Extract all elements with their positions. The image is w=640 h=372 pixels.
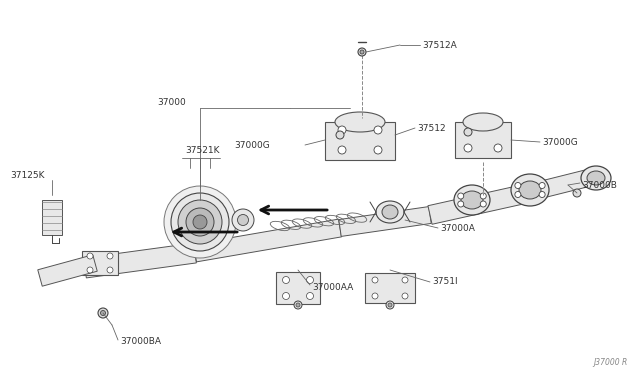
Text: 37000BA: 37000BA <box>120 337 161 346</box>
Text: 37125K: 37125K <box>10 170 45 180</box>
Circle shape <box>282 292 289 299</box>
Circle shape <box>402 277 408 283</box>
Ellipse shape <box>237 215 248 225</box>
Text: 37000: 37000 <box>157 97 186 106</box>
Bar <box>365 273 415 303</box>
Ellipse shape <box>178 200 222 244</box>
Circle shape <box>494 144 502 152</box>
Circle shape <box>464 144 472 152</box>
Ellipse shape <box>581 166 611 190</box>
Text: 37521K: 37521K <box>185 145 220 154</box>
Text: 37000AA: 37000AA <box>312 283 353 292</box>
Ellipse shape <box>186 208 214 236</box>
Circle shape <box>107 253 113 259</box>
Circle shape <box>515 183 521 189</box>
Circle shape <box>480 193 486 199</box>
Circle shape <box>515 192 521 198</box>
Circle shape <box>388 303 392 307</box>
Ellipse shape <box>454 185 490 215</box>
Polygon shape <box>38 255 97 286</box>
Circle shape <box>374 146 382 154</box>
Bar <box>276 272 320 304</box>
Text: 37000G: 37000G <box>542 138 578 147</box>
Circle shape <box>386 301 394 309</box>
Circle shape <box>338 126 346 134</box>
Circle shape <box>87 253 93 259</box>
Circle shape <box>573 189 581 197</box>
Text: 3751I: 3751I <box>432 278 458 286</box>
Circle shape <box>402 293 408 299</box>
Ellipse shape <box>461 191 483 209</box>
Circle shape <box>372 277 378 283</box>
Circle shape <box>458 201 464 207</box>
Circle shape <box>374 126 382 134</box>
Text: J37000 R: J37000 R <box>594 358 628 367</box>
Ellipse shape <box>164 186 236 258</box>
Circle shape <box>87 267 93 273</box>
Ellipse shape <box>511 174 549 206</box>
Polygon shape <box>84 243 196 278</box>
Ellipse shape <box>335 112 385 132</box>
Polygon shape <box>518 167 602 203</box>
Circle shape <box>360 50 364 54</box>
Ellipse shape <box>232 209 254 231</box>
Circle shape <box>539 183 545 189</box>
Text: 37512: 37512 <box>417 124 445 132</box>
Circle shape <box>296 303 300 307</box>
Circle shape <box>480 201 486 207</box>
Circle shape <box>98 308 108 318</box>
Ellipse shape <box>193 215 207 229</box>
Ellipse shape <box>463 113 503 131</box>
Ellipse shape <box>519 181 541 199</box>
Ellipse shape <box>171 193 229 251</box>
Bar <box>42 200 62 235</box>
Polygon shape <box>193 219 342 262</box>
Bar <box>455 122 511 158</box>
Bar <box>82 251 118 275</box>
Circle shape <box>358 48 366 56</box>
Circle shape <box>338 146 346 154</box>
Text: 37000B: 37000B <box>582 180 617 189</box>
Circle shape <box>107 267 113 273</box>
Ellipse shape <box>376 201 404 223</box>
Circle shape <box>100 311 106 315</box>
Circle shape <box>458 193 464 199</box>
Polygon shape <box>339 206 431 237</box>
Polygon shape <box>428 186 522 224</box>
Circle shape <box>372 293 378 299</box>
Circle shape <box>282 276 289 283</box>
Text: 37000A: 37000A <box>440 224 475 232</box>
Circle shape <box>307 276 314 283</box>
Text: 37512A: 37512A <box>422 41 457 49</box>
Text: 37000G: 37000G <box>234 141 270 150</box>
Ellipse shape <box>587 171 605 185</box>
Circle shape <box>539 192 545 198</box>
Circle shape <box>464 128 472 136</box>
Circle shape <box>336 131 344 139</box>
Circle shape <box>307 292 314 299</box>
Bar <box>325 122 395 160</box>
Circle shape <box>294 301 302 309</box>
Ellipse shape <box>382 205 398 219</box>
